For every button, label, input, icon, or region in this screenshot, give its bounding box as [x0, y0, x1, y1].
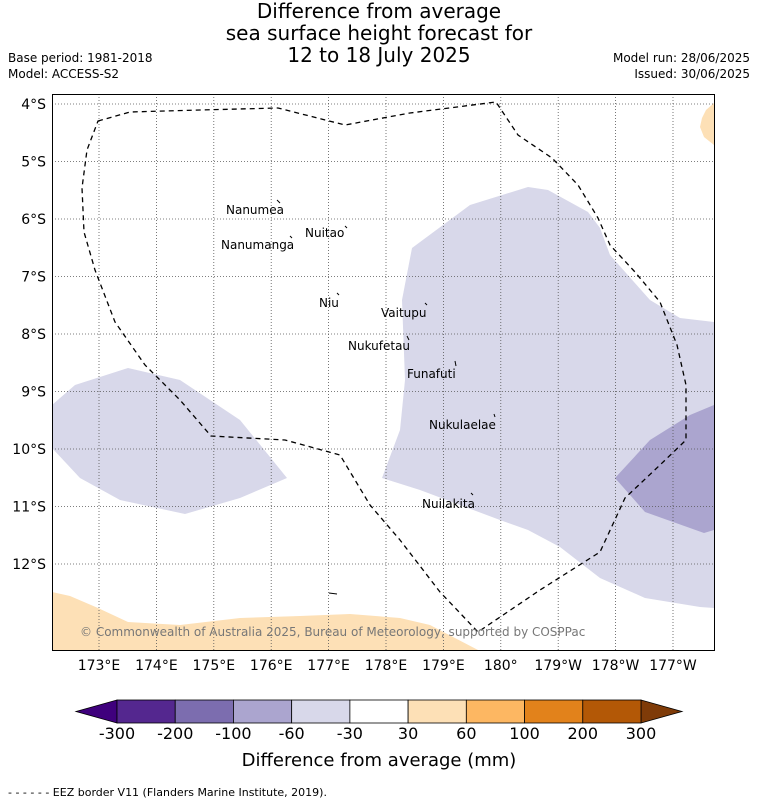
- lat-label: 9°S: [21, 385, 46, 401]
- colorbar-segment: [116, 699, 176, 724]
- colorbar-tick-label: -60: [278, 724, 305, 743]
- colorbar-tick-label: 200: [567, 724, 599, 743]
- lat-label: 5°S: [21, 155, 46, 171]
- label-funafuti: Funafuti: [407, 367, 456, 381]
- colorbar-tick-label: 60: [456, 724, 477, 743]
- colorbar-segment: [582, 699, 642, 724]
- colorbar-segment: [465, 699, 525, 724]
- anomaly-region-southeast: [615, 405, 714, 533]
- lon-label: 180°: [484, 658, 518, 674]
- label-nukufetau: Nukufetau: [348, 339, 410, 353]
- colorbar-segment: [291, 699, 351, 724]
- colorbar-under-arrow: [74, 699, 118, 724]
- model-name: Model: ACCESS-S2: [8, 67, 120, 81]
- colorbar-tick-label: 300: [625, 724, 657, 743]
- lat-label: 12°S: [12, 557, 46, 573]
- eez-boundary: [81, 101, 687, 633]
- island-funafuti: [454, 360, 457, 367]
- place-labels: Nanumea Nuitao Nanumanga Niu Vaitupu Nuk…: [221, 203, 496, 511]
- lon-label: 177°E: [307, 658, 350, 674]
- colorbar: [74, 699, 684, 724]
- island-nukufetau: [406, 335, 410, 341]
- island-vaitupu: [424, 302, 428, 306]
- eez-legend-note: - - - - - - EEZ border V11 (Flanders Mar…: [8, 786, 327, 799]
- anomaly-fill-layer: [52, 103, 714, 650]
- graticule: [52, 94, 714, 650]
- colorbar-segment: [524, 699, 584, 724]
- anomaly-region-east: [382, 187, 714, 608]
- lat-label: 4°S: [21, 97, 46, 113]
- label-niu: Niu: [319, 296, 339, 310]
- lat-label: 7°S: [21, 270, 46, 286]
- colorbar-segment: [349, 699, 409, 724]
- anomaly-region-northeast: [700, 103, 714, 145]
- colorbar-tick-label: -30: [336, 724, 363, 743]
- lon-label: 179°E: [422, 658, 465, 674]
- latitude-labels: 4°S 5°S 6°S 7°S 8°S 9°S 10°S 11°S 12°S: [12, 97, 46, 573]
- title-line-3: 12 to 18 July 2025: [287, 43, 471, 67]
- meta-right: Model run: 28/06/2025 Issued: 30/06/2025: [613, 50, 750, 82]
- lon-label: 178°E: [365, 658, 408, 674]
- label-nuilakita: Nuilakita: [422, 497, 475, 511]
- label-nukulaelae: Nukulaelae: [429, 418, 496, 432]
- title-line-2: sea surface height forecast for: [225, 21, 533, 45]
- colorbar-over-arrow: [640, 699, 684, 724]
- island-south: [328, 592, 338, 595]
- lon-label: 174°E: [135, 658, 178, 674]
- base-period: Base period: 1981-2018: [8, 51, 153, 65]
- colorbar-tick-label: 30: [397, 724, 419, 743]
- colorbar-tick-label: -300: [98, 724, 136, 743]
- colorbar-tick-labels: -300 -200 -100 -60 -30 30 60 100 200 300: [0, 724, 758, 746]
- island-nuitao: [344, 225, 348, 229]
- anomaly-region-south: [52, 592, 478, 650]
- lat-label: 11°S: [12, 500, 46, 516]
- island-markers: [276, 199, 496, 595]
- longitude-labels: 173°E 174°E 175°E 176°E 177°E 178°E 179°E 180° 1…: [78, 658, 697, 674]
- colorbar-tick-label: -100: [215, 724, 252, 743]
- map-frame: [52, 94, 715, 651]
- meta-left: Base period: 1981-2018 Model: ACCESS-S2: [8, 50, 153, 82]
- lon-label: 179°W: [534, 658, 582, 674]
- colorbar-segment: [233, 699, 293, 724]
- island-niu: [336, 292, 340, 296]
- label-nanumea: Nanumea: [226, 203, 284, 217]
- lat-label: 10°S: [12, 442, 46, 458]
- label-nuitao: Nuitao: [305, 226, 344, 240]
- model-run: Model run: 28/06/2025: [612, 51, 750, 65]
- colorbar-segment: [174, 699, 234, 724]
- label-vaitupu: Vaitupu: [381, 306, 427, 320]
- title-line-1: Difference from average: [256, 0, 502, 23]
- lon-label: 173°E: [78, 658, 121, 674]
- colorbar-segment: [407, 699, 467, 724]
- issued-date: Issued: 30/06/2025: [634, 67, 750, 81]
- lat-label: 8°S: [21, 327, 46, 343]
- lon-label: 175°E: [193, 658, 236, 674]
- lat-label: 6°S: [21, 212, 46, 228]
- colorbar-title: Difference from average (mm): [241, 750, 517, 771]
- lon-label: 176°E: [250, 658, 293, 674]
- copyright-text: © Commonwealth of Australia 2025, Bureau…: [80, 625, 585, 639]
- lon-label: 177°W: [649, 658, 697, 674]
- colorbar-tick-label: 100: [509, 724, 540, 743]
- island-nanumea: [276, 199, 281, 204]
- island-nuilakita: [470, 492, 474, 496]
- anomaly-region-west: [52, 368, 287, 514]
- lon-label: 178°W: [592, 658, 640, 674]
- map-title: Difference from average sea surface heig…: [0, 0, 758, 66]
- colorbar-tick-label: -200: [157, 724, 194, 743]
- island-nanumanga: [289, 235, 293, 239]
- island-nukulaelae: [493, 413, 496, 418]
- label-nanumanga: Nanumanga: [221, 238, 294, 252]
